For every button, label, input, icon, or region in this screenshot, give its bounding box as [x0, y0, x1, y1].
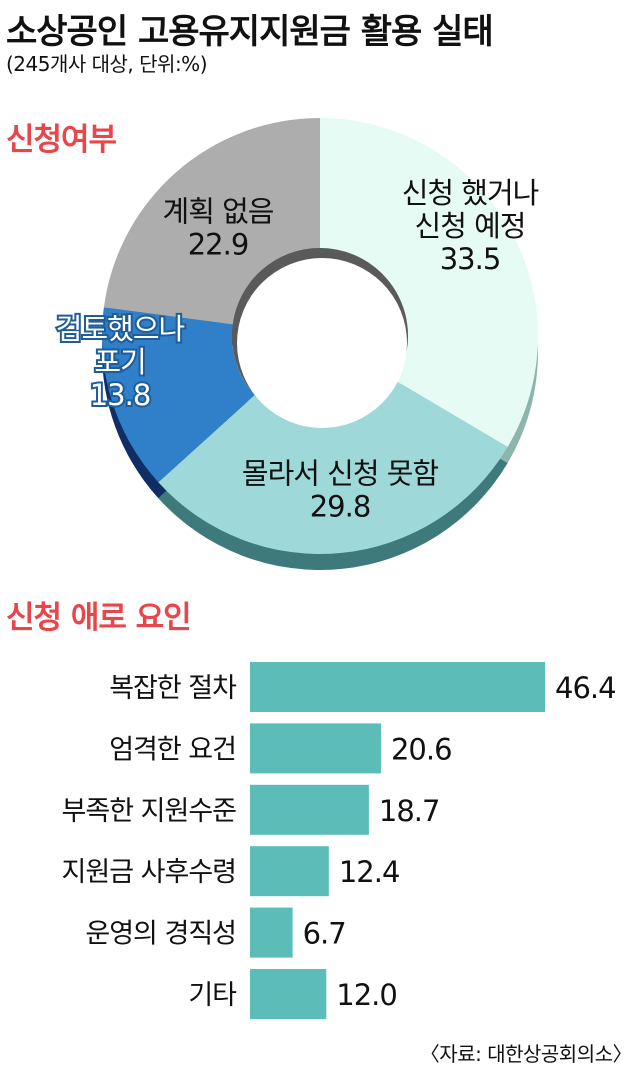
donut-label-line: 몰라서 신청 못함: [242, 457, 439, 491]
donut-slice-3: [103, 118, 321, 325]
bar-category-label: 기타: [188, 980, 237, 1011]
bar-value-label: 12.0: [336, 978, 397, 1012]
bar-chart: 복잡한 절차 46.4 엄격한 요건 20.6 부족한 지원수준 18.7 지원금 사후수령…: [62, 662, 617, 1019]
donut-chart: 신청 했거나 신청 예정 33.5 몰라서 신청 못함 29.8 검토했으나 포기 13.8 계…: [54, 118, 540, 570]
donut-label-0: 신청 했거나 신청 예정 33.5: [402, 176, 539, 276]
bar-value-label: 12.4: [339, 855, 400, 889]
donut-hole: [237, 258, 407, 428]
donut-label-1: 몰라서 신청 못함 29.8: [242, 457, 439, 524]
source-note: 〈자료: 대한상공회의소〉: [419, 1042, 633, 1066]
bar-category-label: 엄격한 요건: [109, 734, 236, 765]
donut-value-3: 22.9: [188, 228, 249, 262]
bar: [250, 846, 329, 897]
bar-value-label: 46.4: [555, 671, 616, 705]
donut-label-line: 신청 했거나: [402, 176, 539, 210]
donut-value-0: 33.5: [440, 242, 501, 276]
bar: [250, 662, 545, 712]
chart-subtitle: (245개사 대상, 단위:%): [6, 52, 208, 76]
bar: [250, 969, 327, 1019]
bar-category-label: 복잡한 절차: [109, 673, 237, 704]
bar: [250, 907, 293, 958]
donut-label-line: 검토했으나: [56, 312, 185, 346]
bar-value-label: 18.7: [379, 794, 440, 828]
donut-value-2: 13.8: [90, 378, 151, 412]
bar-value-label: 6.7: [303, 917, 346, 951]
chart-title: 소상공인 고용유지지원금 활용 실태: [6, 12, 494, 52]
bar-section-title: 신청 애로 요인: [6, 600, 192, 636]
donut-section-title: 신청여부: [6, 122, 117, 158]
donut-label-line: 포기: [94, 345, 145, 379]
bar-category-label: 운영의 경직성: [85, 919, 236, 950]
donut-value-1: 29.8: [310, 490, 371, 524]
donut-label-3: 계획 없음 22.9: [163, 195, 274, 262]
donut-slices: [102, 118, 538, 554]
bar: [250, 723, 381, 774]
donut-label-line: 계획 없음: [163, 195, 274, 229]
bar-value-label: 20.6: [391, 732, 452, 766]
bar-category-label: 지원금 사후수령: [62, 857, 236, 888]
donut-slice-1: [158, 380, 508, 554]
donut-label-2: 검토했으나 포기 13.8: [56, 312, 185, 412]
bar: [250, 784, 369, 835]
donut-label-line: 신청 예정: [415, 209, 526, 243]
bar-category-label: 부족한 지원수준: [62, 796, 237, 827]
donut-slice-0: [320, 118, 538, 447]
donut-slice-2: [102, 307, 255, 483]
